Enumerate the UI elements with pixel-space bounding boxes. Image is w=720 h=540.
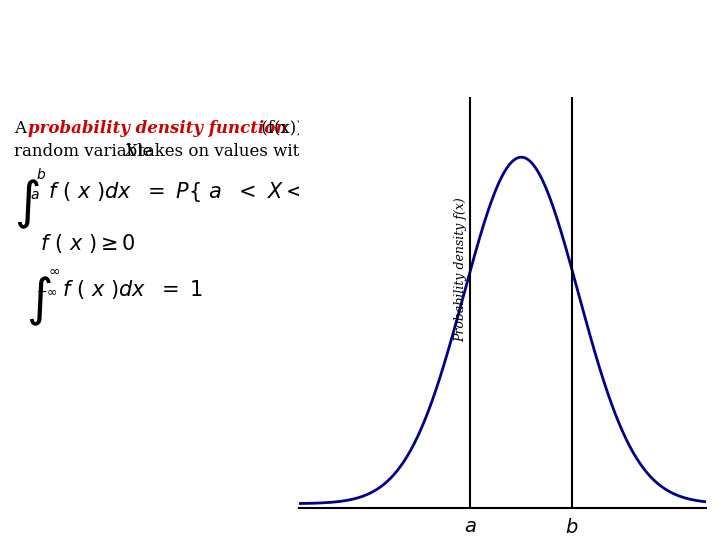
Text: Probability Density Functions: Continuous variables: Probability Density Functions: Continuou…: [13, 21, 720, 49]
Text: $f\ (\ x\ )dx\ \ =\ 1$: $f\ (\ x\ )dx\ \ =\ 1$: [62, 278, 203, 301]
Text: $\infty$: $\infty$: [48, 264, 60, 278]
Text: $b$: $b$: [36, 167, 46, 182]
Text: A: A: [14, 120, 31, 137]
Text: $\int$: $\int$: [26, 275, 52, 328]
Text: (f(x)) gives the probability that a: (f(x)) gives the probability that a: [256, 120, 535, 137]
Text: $\int$: $\int$: [14, 178, 40, 231]
Text: takes on values within a range.: takes on values within a range.: [133, 143, 400, 160]
Text: X: X: [124, 143, 136, 160]
Text: $a$: $a$: [30, 188, 40, 202]
Text: Probability density f(x): Probability density f(x): [454, 197, 467, 342]
Text: probability density function: probability density function: [28, 120, 287, 137]
Text: $f\ (\ x\ )dx\ \ =\ P\{\ a\ \ <\ X < b\ \ \}$: $f\ (\ x\ )dx\ \ =\ P\{\ a\ \ <\ X < b\ …: [48, 180, 347, 204]
Text: $f\ (\ x\ ) \geq 0$: $f\ (\ x\ ) \geq 0$: [40, 232, 136, 255]
Text: $-\infty$: $-\infty$: [36, 285, 58, 298]
Text: random variable: random variable: [14, 143, 158, 160]
